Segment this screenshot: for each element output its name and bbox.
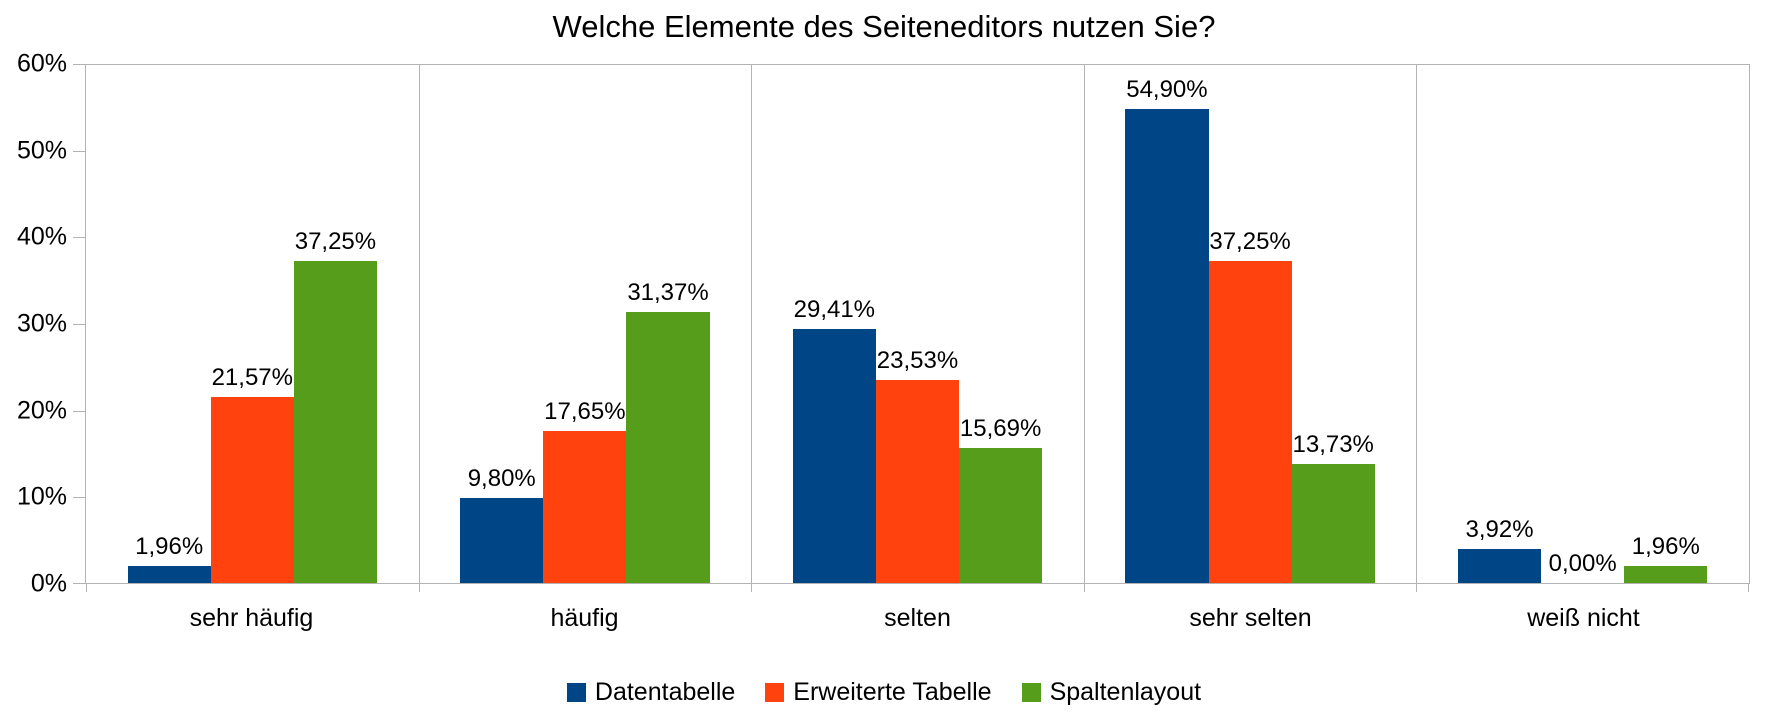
value-label: 9,80% [467, 465, 536, 493]
value-label: 37,25% [294, 228, 377, 256]
value-label: 23,53% [876, 346, 959, 374]
legend-label: Datentabelle [594, 678, 736, 706]
gridline-vertical [1083, 65, 1085, 583]
y-tick-mark [73, 64, 85, 65]
bar: 15,69% [959, 415, 1043, 583]
legend-label: Erweiterte Tabelle [793, 678, 992, 706]
y-tick-label: 20% [16, 396, 67, 425]
gridline-vertical [418, 65, 420, 583]
y-tick-mark [73, 324, 85, 325]
legend-item: Erweiterte Tabelle [765, 678, 992, 707]
legend-item: Datentabelle [566, 678, 736, 707]
bar: 37,25% [293, 229, 377, 583]
value-label: 29,41% [793, 296, 876, 324]
y-tick-label: 40% [16, 222, 67, 251]
value-label: 1,96% [1631, 533, 1700, 561]
category-label: häufig [550, 604, 619, 632]
gridline-vertical [751, 65, 753, 583]
bar: 1,96% [1624, 534, 1708, 583]
y-tick-label: 10% [16, 482, 67, 511]
bar-group: 3,92% 0,00% 1,96% [1416, 65, 1749, 583]
bar: 9,80% [460, 466, 544, 583]
legend-swatch [765, 683, 785, 702]
value-label: 54,90% [1126, 76, 1208, 104]
bar-group: 1,96% 21,57% 37,25% [86, 65, 419, 583]
bar: 3,92% [1457, 517, 1542, 583]
y-tick-mark [73, 410, 85, 412]
bar-group: 9,80% 17,65% 31,37% [419, 65, 752, 583]
x-tick-mark [751, 583, 753, 592]
y-tick-mark [73, 583, 85, 584]
y-tick-label: 50% [16, 136, 67, 165]
plot-area: 1,96% 21,57% 37,25% 9,80% 17,65% 31,37% 29,41%… [85, 64, 1750, 592]
y-axis: 0% 10% 20% 30% 40% 50% 60% [0, 51, 85, 596]
x-axis: sehr häufig häufig selten sehr selten weiß n… [85, 604, 1750, 633]
bar-group: 29,41% 23,53% 15,69% [751, 65, 1084, 583]
y-tick-mark [73, 497, 85, 499]
value-label: 0,00% [1548, 550, 1617, 577]
bar: 29,41% [792, 297, 876, 583]
bar: 1,96% [127, 534, 211, 583]
bar: 23,53% [875, 347, 960, 583]
bar: 17,65% [543, 398, 627, 583]
category-label: sehr häufig [189, 604, 314, 632]
x-tick-mark [86, 583, 87, 592]
bar-groups: 1,96% 21,57% 37,25% 9,80% 17,65% 31,37% 29,41%… [86, 65, 1749, 583]
value-label: 17,65% [544, 397, 626, 425]
value-label: 3,92% [1465, 516, 1534, 544]
value-label: 21,57% [211, 363, 293, 391]
value-label: 1,96% [135, 533, 204, 561]
y-tick-label: 30% [16, 309, 67, 338]
y-tick-label: 0% [30, 569, 67, 598]
bar: 31,37% [626, 280, 710, 583]
legend-item: Spaltenlayout [1021, 678, 1202, 707]
chart-title: Welche Elemente des Seiteneditors nutzen… [552, 9, 1216, 44]
x-tick-mark [1083, 583, 1085, 592]
value-label: 37,25% [1209, 228, 1291, 256]
category-label: weiß nicht [1527, 604, 1640, 632]
legend-label: Spaltenlayout [1049, 678, 1202, 706]
bar: 54,90% [1125, 77, 1209, 583]
x-tick-mark [1416, 583, 1418, 592]
legend-swatch [566, 683, 586, 702]
x-tick-mark [1748, 583, 1749, 592]
x-tick-mark [418, 583, 420, 592]
y-tick-mark [73, 237, 85, 239]
value-label: 31,37% [627, 279, 709, 307]
bar-group: 54,90% 37,25% 13,73% [1084, 65, 1417, 583]
y-tick-label: 60% [16, 49, 67, 78]
category-label: selten [884, 604, 951, 632]
category-label: sehr selten [1189, 604, 1312, 632]
bar: 37,25% [1208, 229, 1292, 583]
gridline-vertical [1416, 65, 1418, 583]
y-tick-mark [73, 150, 85, 152]
legend: Datentabelle Erweiterte Tabelle Spaltenlay… [0, 678, 1768, 707]
value-label: 13,73% [1292, 431, 1374, 459]
bar: 13,73% [1291, 432, 1375, 583]
legend-swatch [1021, 683, 1041, 702]
value-label: 15,69% [959, 414, 1042, 442]
bar: 21,57% [210, 364, 294, 583]
